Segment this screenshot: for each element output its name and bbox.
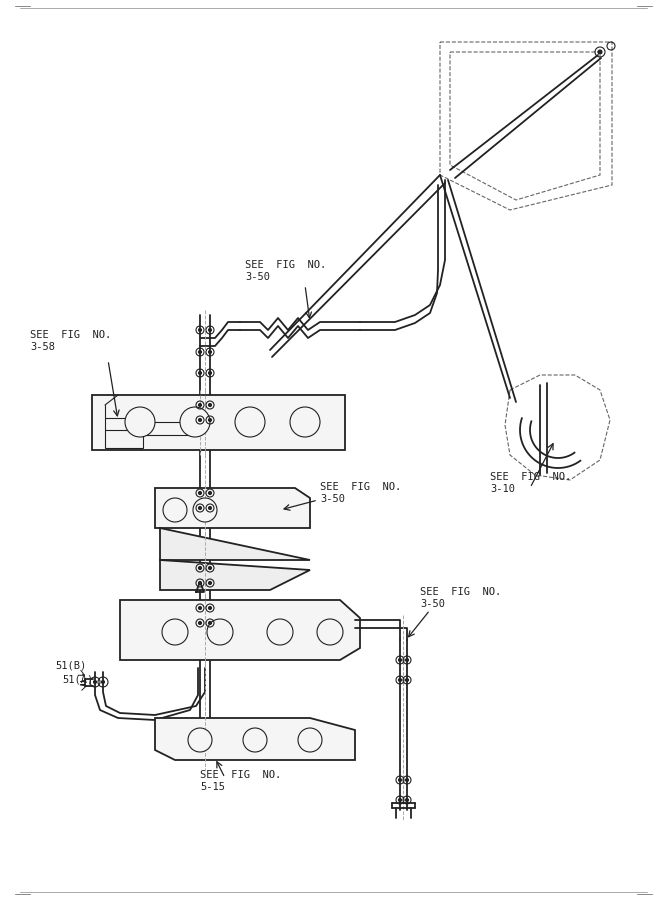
Circle shape <box>267 619 293 645</box>
Circle shape <box>398 679 402 681</box>
Circle shape <box>188 728 212 752</box>
Text: 3-50: 3-50 <box>420 599 445 609</box>
Circle shape <box>199 403 201 407</box>
Circle shape <box>235 407 265 437</box>
Circle shape <box>199 372 201 374</box>
Circle shape <box>406 679 408 681</box>
Circle shape <box>207 619 233 645</box>
Circle shape <box>209 581 211 584</box>
Circle shape <box>398 659 402 662</box>
Circle shape <box>209 507 211 509</box>
Circle shape <box>209 372 211 374</box>
Bar <box>105 418 143 448</box>
Polygon shape <box>160 528 310 560</box>
Circle shape <box>398 798 402 802</box>
Circle shape <box>199 418 201 421</box>
Text: 3-10: 3-10 <box>490 484 515 494</box>
Text: 51(A): 51(A) <box>62 674 93 684</box>
Text: 3-58: 3-58 <box>30 342 55 352</box>
Circle shape <box>298 728 322 752</box>
Circle shape <box>209 403 211 407</box>
Circle shape <box>163 498 187 522</box>
Circle shape <box>199 566 201 570</box>
Circle shape <box>180 407 210 437</box>
Polygon shape <box>120 600 360 660</box>
Circle shape <box>199 507 201 509</box>
Circle shape <box>193 498 217 522</box>
Text: 3-50: 3-50 <box>320 494 345 504</box>
Circle shape <box>125 407 155 437</box>
Circle shape <box>199 491 201 494</box>
Circle shape <box>243 728 267 752</box>
Text: 3-50: 3-50 <box>245 272 270 282</box>
Text: SEE  FIG  NO.: SEE FIG NO. <box>320 482 402 492</box>
Polygon shape <box>160 560 310 590</box>
Circle shape <box>199 622 201 625</box>
Text: SEE  FIG  NO.: SEE FIG NO. <box>245 260 326 270</box>
Circle shape <box>199 328 201 331</box>
Text: 5-15: 5-15 <box>200 782 225 792</box>
Circle shape <box>317 619 343 645</box>
Polygon shape <box>92 395 345 450</box>
Text: SEE  FIG  NO.: SEE FIG NO. <box>30 330 111 340</box>
Circle shape <box>199 607 201 609</box>
Circle shape <box>93 680 97 683</box>
Circle shape <box>209 418 211 421</box>
Circle shape <box>290 407 320 437</box>
Circle shape <box>406 659 408 662</box>
Circle shape <box>406 778 408 781</box>
Text: 51(B): 51(B) <box>55 660 86 670</box>
Circle shape <box>209 328 211 331</box>
Text: SEE  FIG  NO.: SEE FIG NO. <box>490 472 571 482</box>
Circle shape <box>598 50 602 54</box>
Circle shape <box>101 680 105 683</box>
Text: SEE  FIG  NO.: SEE FIG NO. <box>420 587 501 597</box>
Circle shape <box>398 778 402 781</box>
Circle shape <box>209 491 211 494</box>
Circle shape <box>209 566 211 570</box>
Text: SEE  FIG  NO.: SEE FIG NO. <box>200 770 281 780</box>
Circle shape <box>209 350 211 354</box>
Circle shape <box>406 798 408 802</box>
Circle shape <box>199 581 201 584</box>
Polygon shape <box>155 488 310 528</box>
Circle shape <box>162 619 188 645</box>
Circle shape <box>209 607 211 609</box>
Circle shape <box>199 350 201 354</box>
Polygon shape <box>155 718 355 760</box>
Circle shape <box>209 622 211 625</box>
